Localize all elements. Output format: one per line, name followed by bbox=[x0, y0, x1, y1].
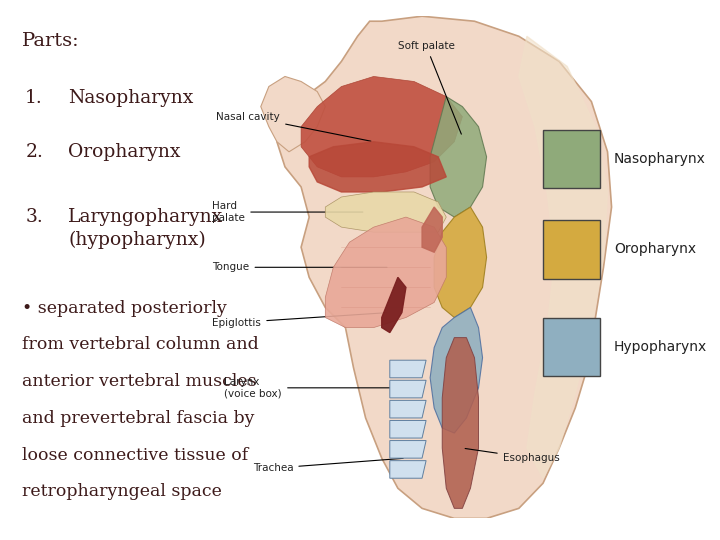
Text: Tongue: Tongue bbox=[212, 262, 387, 272]
Text: Oropharynx: Oropharynx bbox=[614, 242, 696, 256]
Text: 1.: 1. bbox=[25, 89, 43, 107]
Polygon shape bbox=[430, 97, 487, 217]
Text: from vertebral column and: from vertebral column and bbox=[22, 336, 258, 353]
Polygon shape bbox=[390, 400, 426, 418]
Text: • separated posteriorly: • separated posteriorly bbox=[22, 300, 227, 316]
Text: Larynx
(voice box): Larynx (voice box) bbox=[225, 377, 399, 399]
Text: Hypopharynx: Hypopharynx bbox=[614, 340, 707, 354]
Text: 3.: 3. bbox=[25, 208, 43, 226]
Text: Hard
palate: Hard palate bbox=[212, 201, 363, 223]
Text: Trachea: Trachea bbox=[253, 458, 403, 473]
Text: retropharyngeal space: retropharyngeal space bbox=[22, 483, 222, 500]
Polygon shape bbox=[390, 360, 426, 378]
Polygon shape bbox=[301, 77, 462, 177]
Polygon shape bbox=[519, 36, 608, 478]
Text: Nasal cavity: Nasal cavity bbox=[217, 112, 371, 141]
Polygon shape bbox=[390, 380, 426, 398]
Polygon shape bbox=[277, 16, 611, 518]
Polygon shape bbox=[422, 207, 442, 252]
Polygon shape bbox=[325, 217, 446, 328]
Text: Parts:: Parts: bbox=[22, 32, 79, 50]
Polygon shape bbox=[261, 77, 325, 152]
FancyBboxPatch shape bbox=[544, 220, 600, 279]
Polygon shape bbox=[390, 441, 426, 458]
Text: Nasopharynx: Nasopharynx bbox=[68, 89, 194, 107]
FancyBboxPatch shape bbox=[544, 130, 600, 188]
FancyBboxPatch shape bbox=[544, 318, 600, 376]
Text: Nasopharynx: Nasopharynx bbox=[614, 152, 706, 166]
Text: Laryngopharynx
(hypopharynx): Laryngopharynx (hypopharynx) bbox=[68, 208, 224, 249]
Polygon shape bbox=[309, 141, 446, 192]
Polygon shape bbox=[442, 338, 479, 508]
Text: 2.: 2. bbox=[25, 143, 43, 161]
Polygon shape bbox=[390, 461, 426, 478]
Polygon shape bbox=[430, 307, 482, 433]
Text: Epiglottis: Epiglottis bbox=[212, 313, 387, 328]
Polygon shape bbox=[434, 207, 487, 318]
Polygon shape bbox=[390, 421, 426, 438]
Text: anterior vertebral muscles: anterior vertebral muscles bbox=[22, 373, 256, 390]
Text: Oropharynx: Oropharynx bbox=[68, 143, 181, 161]
Polygon shape bbox=[325, 192, 446, 232]
Text: Soft palate: Soft palate bbox=[398, 42, 462, 134]
Text: Esophagus: Esophagus bbox=[465, 449, 559, 463]
Text: loose connective tissue of: loose connective tissue of bbox=[22, 447, 248, 463]
Text: and prevertebral fascia by: and prevertebral fascia by bbox=[22, 410, 254, 427]
Polygon shape bbox=[382, 278, 406, 333]
